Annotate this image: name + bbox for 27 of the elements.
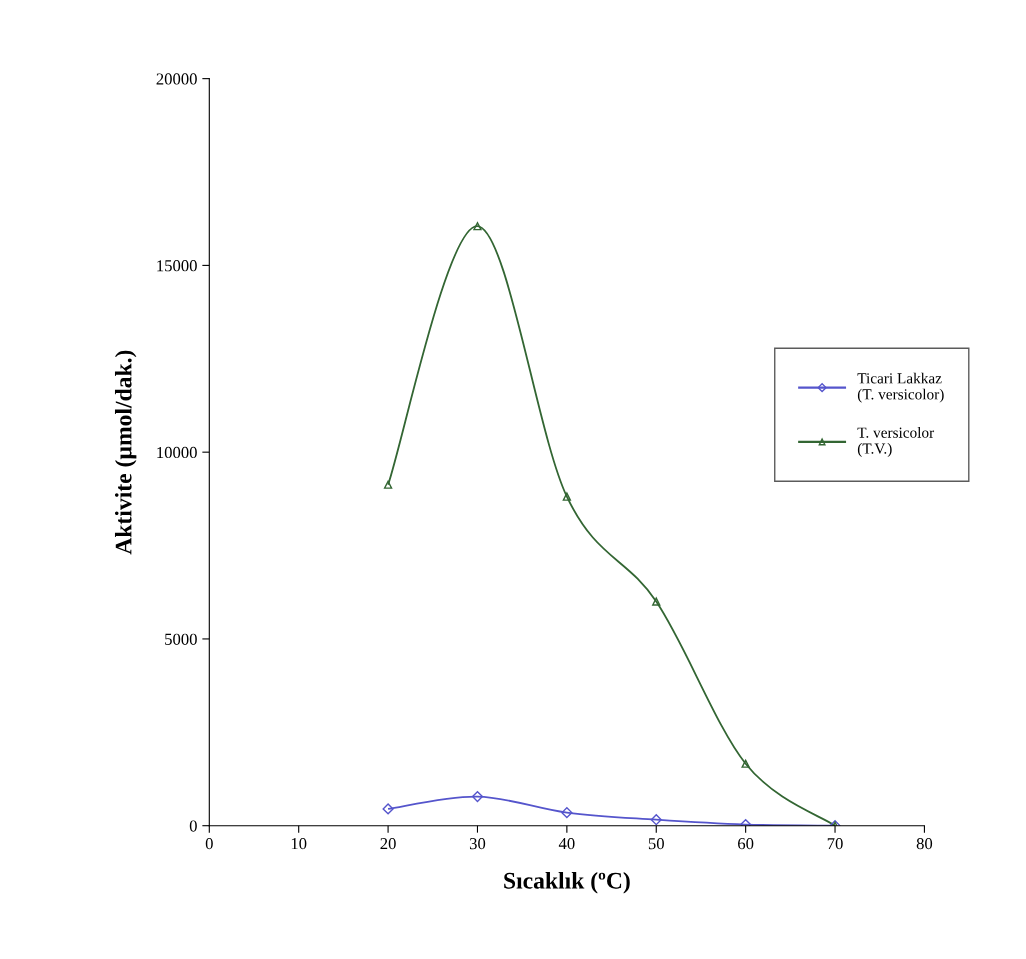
legend-label: T. versicolor (T.V.) [857, 427, 935, 457]
y-tick-label: 5000 [165, 633, 197, 645]
point [562, 492, 572, 501]
point [561, 807, 573, 819]
x-tick-label: 20 [380, 837, 396, 850]
x-axis-title: Sıcaklık (ºC) [504, 872, 630, 894]
point [652, 597, 661, 606]
x-tick-label: 70 [827, 837, 843, 850]
point [741, 759, 750, 768]
x-tick-label: 10 [291, 837, 307, 850]
x-tick-label: 0 [205, 837, 213, 850]
y-tick-label: 0 [189, 820, 197, 832]
x-tick-label: 50 [648, 837, 664, 850]
point [650, 814, 662, 826]
y-tick-label: 15000 [157, 260, 197, 272]
legend-label: Ticari Lakkaz (T. versicolor) [857, 372, 944, 403]
x-tick-label: 80 [916, 837, 933, 850]
y-tick-label: 20000 [156, 73, 197, 85]
x-tick-label: 40 [558, 837, 575, 850]
point [382, 803, 394, 815]
x-tick-label: 30 [469, 837, 486, 850]
point [383, 480, 393, 489]
y-axis-title: Aktivite (µmol/dak.) [114, 350, 137, 555]
point [473, 222, 482, 231]
x-tick-label: 60 [738, 837, 754, 850]
y-tick-label: 10000 [157, 446, 197, 459]
point [471, 790, 484, 803]
